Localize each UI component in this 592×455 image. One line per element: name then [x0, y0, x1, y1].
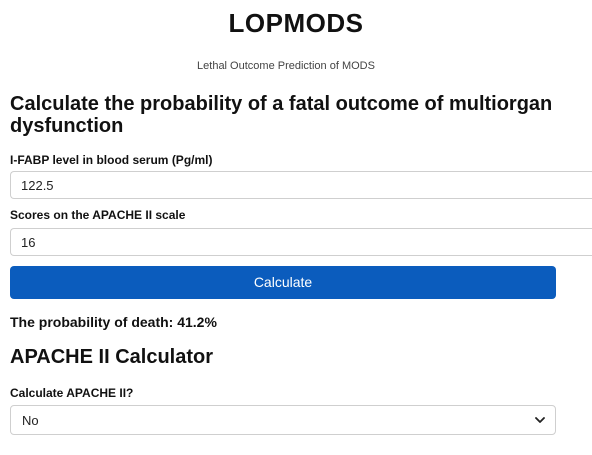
calculate-button[interactable]: Calculate — [10, 266, 556, 299]
app-title: LOPMODS — [228, 8, 364, 38]
calculate-apache-select[interactable]: No — [10, 405, 556, 435]
apache-score-input[interactable] — [10, 228, 592, 256]
app-subtitle: Lethal Outcome Prediction of MODS — [197, 60, 375, 72]
ifabp-input[interactable] — [10, 171, 592, 199]
calculate-apache-label: Calculate APACHE II? — [10, 386, 134, 400]
select-value: No — [22, 413, 39, 428]
ifabp-label: I-FABP level in blood serum (Pg/ml) — [10, 153, 213, 167]
chevron-down-icon — [535, 417, 545, 423]
apache-calculator-heading: APACHE II Calculator — [10, 346, 213, 368]
apache-score-label: Scores on the APACHE II scale — [10, 208, 186, 222]
probability-result: The probability of death: 41.2% — [10, 314, 217, 330]
calculator-heading: Calculate the probability of a fatal out… — [10, 93, 553, 137]
